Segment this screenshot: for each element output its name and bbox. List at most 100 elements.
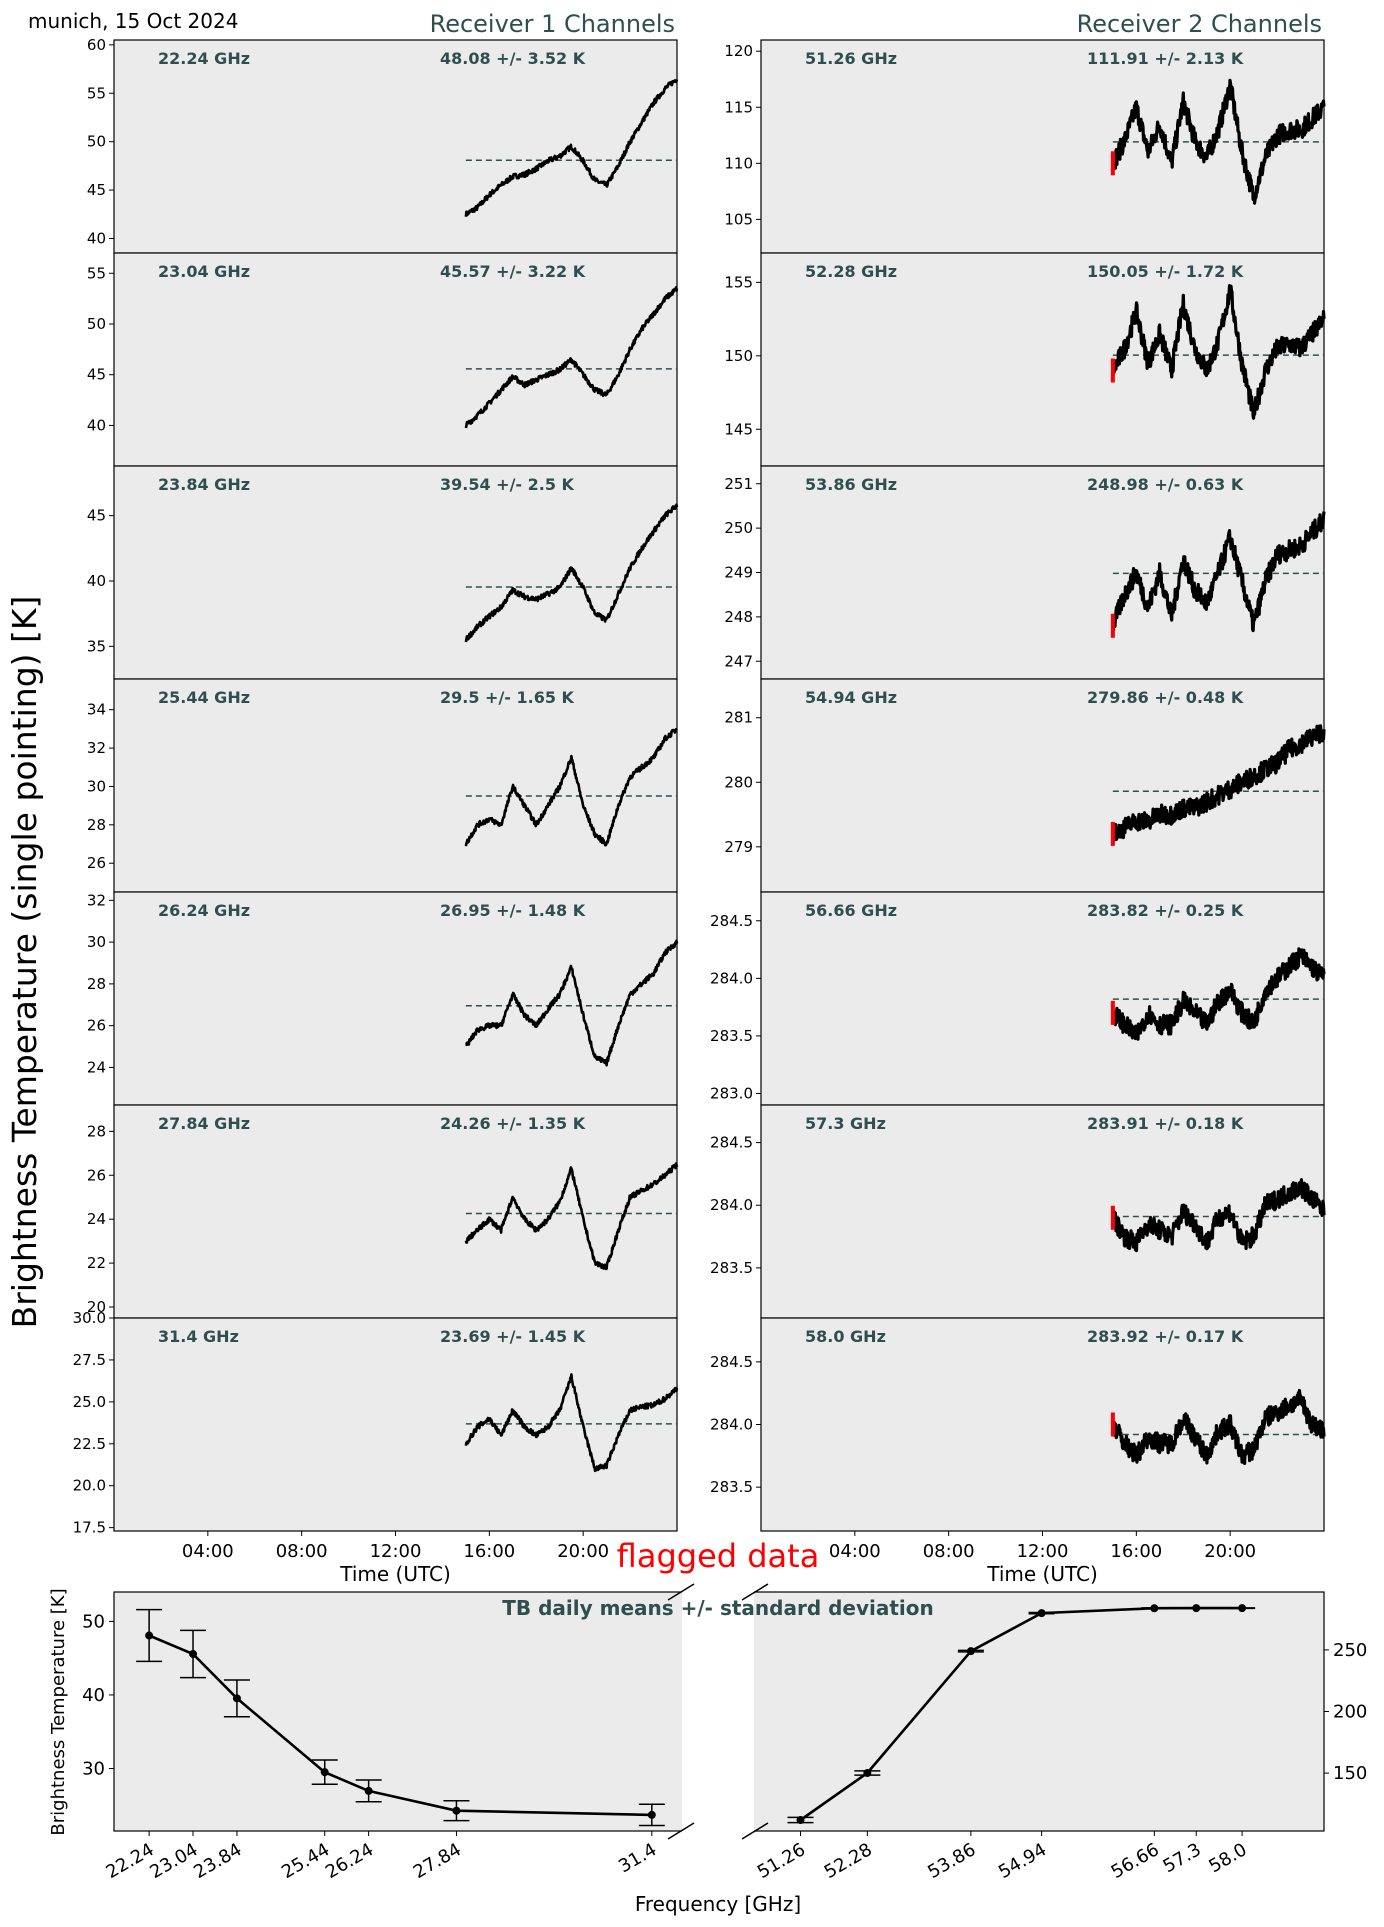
y-tick-label: 26 [87,1166,106,1184]
summary-title: TB daily means +/- standard deviation [502,1596,934,1620]
y-tick-label: 283.5 [710,1027,753,1045]
stat-label: 279.86 +/- 0.48 K [1087,688,1244,707]
y-tick-label: 249 [724,564,753,582]
stat-label: 283.91 +/- 0.18 K [1087,1114,1244,1133]
panel-51-26-GHz: 105 110 115 120 51.26 GHz 111.91 +/- 2.13 K [724,39,1326,258]
y-tick-label: 28 [87,1122,106,1140]
axis-break-gap [682,1590,754,1833]
y-tick-label: 284.0 [710,969,753,987]
frequency-label: 54.94 GHz [805,688,897,707]
x-tick-label: 08:00 [923,1541,975,1562]
x-tick-label: 20:00 [1204,1541,1256,1562]
panel-frame [113,465,678,680]
y-tick-label: 250 [724,519,753,537]
y-tick-label: 28 [87,816,106,834]
y-tick-label: 251 [724,475,753,493]
y-tick-label: 60 [87,36,106,54]
stat-label: 39.54 +/- 2.5 K [440,475,575,494]
data-trace [1111,1178,1326,1253]
y-tick-label: 284.5 [710,912,753,930]
y-tick-label: 50 [87,315,106,333]
y-tick-label: 145 [724,420,753,438]
axis-break-mark [741,1822,769,1840]
data-trace [465,939,679,1067]
y-tick-label: 279 [724,838,753,856]
y-tick-label: 105 [724,210,753,228]
location-date-title: munich, 15 Oct 2024 [28,9,238,33]
axis-break-mark [667,1583,695,1601]
panel-57-3-GHz: 283.5 284.0 284.5 57.3 GHz 283.91 +/- 0.18 K [710,1104,1326,1323]
stat-label: 29.5 +/- 1.65 K [440,688,575,707]
stat-label: 23.69 +/- 1.45 K [440,1327,586,1346]
y-tick-label: 25.0 [73,1393,106,1411]
x-tick-label: 04:00 [182,1541,234,1562]
y-tick-label: 40 [87,572,106,590]
y-tick-label: 45 [87,366,106,384]
panel-31-4-GHz: 17.5 20.0 22.5 25.0 27.5 30.0 04:00 08:00 12:00 1… [73,1309,679,1586]
y-tick-label: 30 [87,933,106,951]
y-tick-label: 50 [87,133,106,151]
data-trace [464,1373,679,1473]
y-tick-label: 35 [87,637,106,655]
y-tick-label: 155 [724,273,753,291]
frequency-label: 53.86 GHz [805,475,897,494]
y-tick-label: 34 [87,701,106,719]
y-tick-label: 110 [724,154,753,172]
y-tick-label: 20.0 [73,1477,106,1495]
y-tick-label: 120 [724,42,753,60]
panel-frame [113,39,678,254]
frequency-label: 23.04 GHz [158,262,250,281]
x-tick-label: 16:00 [1110,1541,1162,1562]
summary-y-tick-label: 40 [82,1685,105,1706]
y-tick-label: 40 [87,229,106,247]
x-tick-label: 04:00 [829,1541,881,1562]
summary-panel: TB daily means +/- standard deviation Fre… [48,1583,1367,1916]
y-tick-label: 284.5 [710,1134,753,1152]
flagged-data-marker [1110,358,1115,383]
panel-frame [760,1317,1325,1532]
y-tick-label: 28 [87,975,106,993]
data-trace [1111,511,1326,633]
y-tick-label: 281 [724,709,753,727]
panel-22-24-GHz: 40 45 50 55 60 22.24 GHz 48.08 +/- 3.52 K [87,36,679,258]
y-tick-label: 283.5 [710,1259,753,1277]
stat-label: 248.98 +/- 0.63 K [1087,475,1244,494]
data-trace [464,1162,679,1271]
y-tick-label: 284.5 [710,1353,753,1371]
mean-line [148,1634,652,1817]
flagged-data-marker [1110,1205,1115,1230]
flagged-data-label: flagged data [617,1537,820,1575]
y-tick-label: 280 [724,773,753,791]
data-trace [464,728,678,847]
frequency-label: 25.44 GHz [158,688,250,707]
panel-53-86-GHz: 247 248 249 250 251 53.86 GHz 248.98 +/- 0.63 … [724,465,1326,684]
panel-frame [113,1317,678,1532]
flagged-data-marker [1110,1000,1115,1025]
stat-label: 26.95 +/- 1.48 K [440,901,586,920]
summary-y-tick-label: 30 [82,1758,105,1779]
panel-27-84-GHz: 20 22 24 26 28 27.84 GHz 24.26 +/- 1.35 K [87,1104,679,1323]
y-tick-label: 248 [724,608,753,626]
frequency-label: 56.66 GHz [805,901,897,920]
y-tick-label: 24 [87,1058,106,1076]
frequency-label: 31.4 GHz [158,1327,239,1346]
data-trace [1111,284,1326,420]
summary-y-tick-label: 200 [1333,1702,1367,1723]
data-trace [464,79,679,217]
x-tick-label: 12:00 [370,1541,422,1562]
summary-y-label: Brightness Temperature [K] [48,1588,69,1835]
y-tick-label: 24 [87,1210,106,1228]
y-tick-label: 55 [87,84,106,102]
x-tick-label: 20:00 [557,1541,609,1562]
main-y-axis-label: Brightness Temperature (single pointing)… [5,596,44,1329]
panel-frame [760,465,1325,680]
y-tick-label: 26 [87,1017,106,1035]
flagged-data-marker [1110,613,1115,638]
summary-y-tick-label: 150 [1333,1763,1367,1784]
frequency-label: 26.24 GHz [158,901,250,920]
panel-frame [760,891,1325,1106]
frequency-label: 23.84 GHz [158,475,250,494]
x-tick-label: 08:00 [276,1541,328,1562]
stat-label: 48.08 +/- 3.52 K [440,49,586,68]
data-trace [464,286,679,429]
